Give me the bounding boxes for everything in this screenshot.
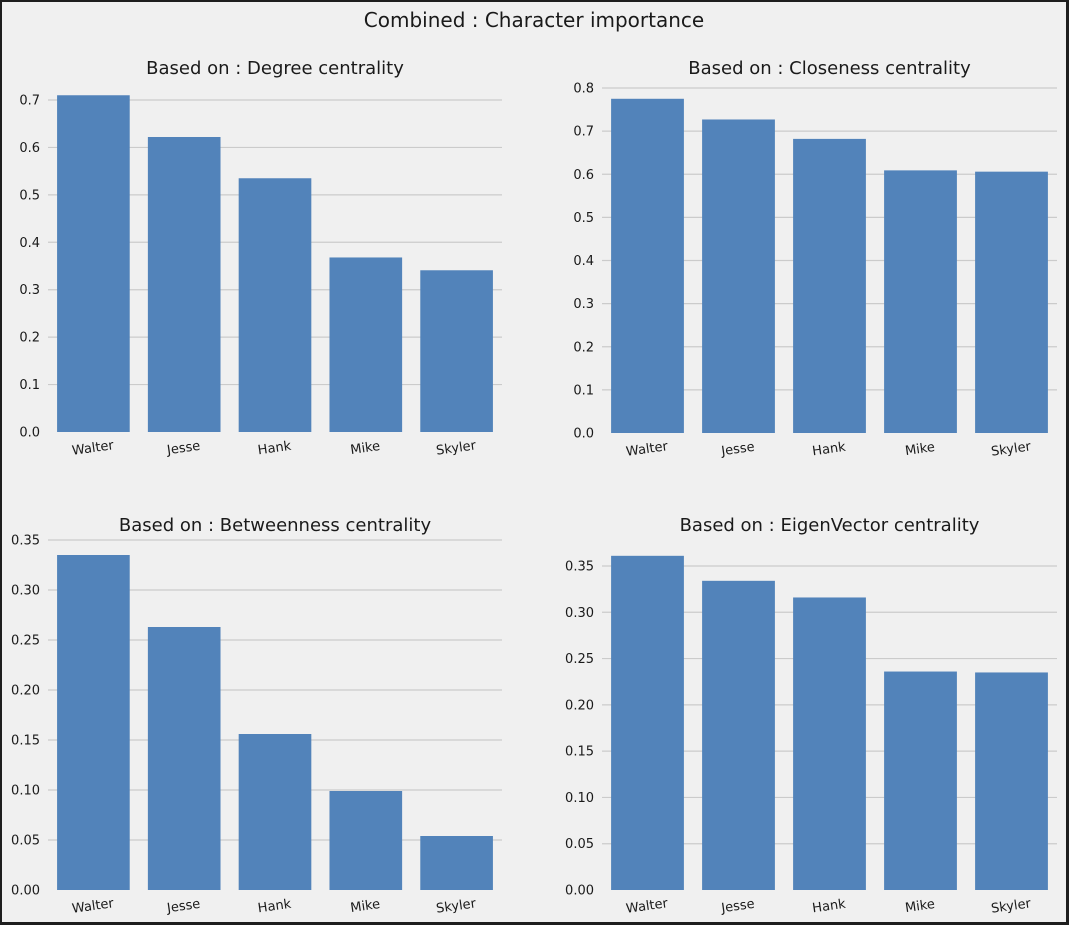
y-tick-label: 0.00 [11,884,40,899]
y-tick-label: 0.10 [565,791,594,806]
x-tick-label: Skyler [990,439,1032,460]
x-tick-label: Skyler [435,896,477,917]
y-tick-label: 0.5 [19,188,40,203]
bar-mike [884,671,957,890]
y-tick-label: 0.6 [573,168,594,183]
x-tick-label: Mike [904,440,936,459]
y-tick-label: 0.35 [11,534,40,549]
x-tick-label: Hank [811,897,847,917]
y-tick-label: 0.5 [573,211,594,226]
bar-skyler [420,270,493,432]
chart-panel-2: Based on : Closeness centrality 0.0 0.1 0.2… [573,58,1057,460]
y-tick-label: 0.2 [573,340,594,355]
bar-hank [238,734,312,890]
y-tick-label: 0.25 [11,634,40,649]
x-tick-label: Skyler [990,896,1032,917]
bar-skyler [975,171,1048,433]
x-tick-label: Mike [349,439,381,458]
y-tick-label: 0.10 [11,784,40,799]
bar-jesse [702,580,775,890]
x-tick-label: Mike [349,897,381,916]
y-tick-label: 0.15 [11,734,40,749]
x-tick-label: Walter [71,438,115,459]
y-tick-label: 0.05 [11,834,40,849]
bar-walter [611,555,684,890]
x-tick-label: Mike [904,897,936,916]
y-tick-label: 0.7 [573,125,594,140]
bar-jesse [147,136,221,432]
chart-title: Based on : Degree centrality [146,58,404,79]
y-tick-label: 0.20 [565,698,594,713]
chart-panel-3: Based on : Betweenness centrality 0.00 0.0… [11,515,502,917]
bar-mike [329,257,403,432]
x-tick-label: Jesse [165,897,201,917]
bar-mike [884,170,957,433]
bar-jesse [702,119,775,433]
chart-title: Based on : Closeness centrality [688,58,971,79]
y-tick-label: 0.1 [573,383,594,398]
y-tick-label: 0.7 [19,94,40,109]
chart-title: Based on : EigenVector centrality [680,515,980,536]
y-tick-label: 0.25 [565,652,594,667]
y-tick-label: 0.3 [19,283,40,298]
figure-title: Combined : Character importance [364,8,704,32]
x-tick-label: Jesse [719,440,755,460]
y-tick-label: 0.0 [573,427,594,442]
x-tick-label: Walter [625,439,669,460]
bar-hank [793,597,866,890]
y-tick-label: 0.15 [565,745,594,760]
y-tick-label: 0.6 [19,141,40,156]
y-tick-label: 0.00 [565,884,594,899]
x-tick-label: Skyler [435,438,477,459]
y-tick-label: 0.1 [19,378,40,393]
y-tick-label: 0.35 [565,560,594,575]
y-tick-label: 0.30 [11,584,40,599]
x-tick-label: Hank [257,897,293,917]
bar-skyler [975,672,1048,890]
x-tick-label: Walter [625,896,669,917]
bar-skyler [420,836,493,890]
x-tick-label: Walter [71,896,115,917]
x-tick-label: Jesse [165,439,201,459]
bar-jesse [147,627,221,890]
y-tick-label: 0.2 [19,331,40,346]
bar-walter [611,98,684,433]
y-tick-label: 0.3 [573,297,594,312]
bar-walter [57,95,130,432]
chart-panel-4: Based on : EigenVector centrality 0.00 0.0… [565,515,1057,917]
bar-mike [329,791,403,890]
y-tick-label: 0.4 [19,236,40,251]
bar-walter [57,555,130,890]
bar-hank [238,178,312,432]
bar-hank [793,138,866,433]
x-tick-label: Hank [811,440,847,460]
x-tick-label: Jesse [719,897,755,917]
chart-panel-1: Based on : Degree centrality 0.0 0.1 0.2 0.3… [19,58,502,459]
y-tick-label: 0.4 [573,254,594,269]
y-tick-label: 0.30 [565,606,594,621]
x-tick-label: Hank [257,439,293,459]
y-tick-label: 0.0 [19,426,40,441]
y-tick-label: 0.8 [573,82,594,97]
y-tick-label: 0.05 [565,837,594,852]
chart-title: Based on : Betweenness centrality [119,515,432,536]
y-tick-label: 0.20 [11,684,40,699]
